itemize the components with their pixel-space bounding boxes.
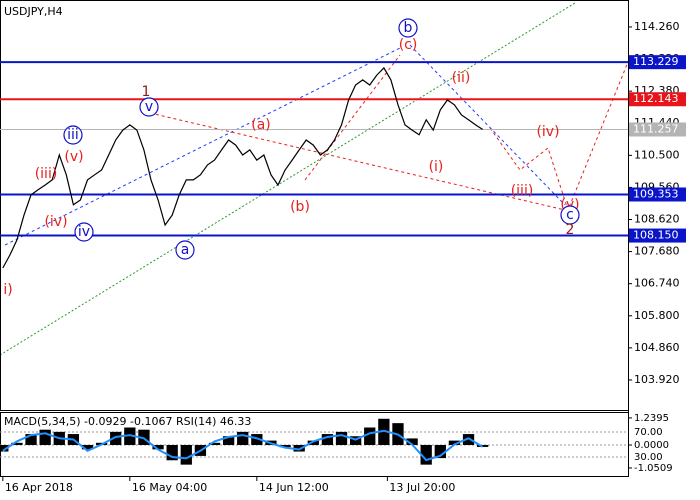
level-label-box [629,92,686,107]
y-tick-label: 0.0000 [634,440,669,451]
y-tick-label: 110.500 [634,148,680,161]
y-tick-label: 108.620 [634,213,680,226]
wave-label: iv [78,224,90,240]
wave-label: i) [3,282,12,298]
price-line [2,66,483,269]
trend-line [304,54,401,181]
macd-bar [166,444,178,461]
macd-bar [293,444,305,452]
wave-label: 1 [142,84,151,100]
y-tick-label: 103.920 [634,373,680,386]
macd-bar [349,436,362,445]
wave-label: (c) [399,37,418,53]
macd-bar [208,442,221,445]
level-label: 109.353 [633,187,679,200]
macd-bar [462,434,475,445]
macd-bar [39,429,51,445]
macd-bar [25,434,37,445]
level-label-box [629,228,686,243]
wave-label: b [404,20,413,36]
macd-bar [406,438,418,445]
level-label-box [629,122,686,137]
y-tick-label: 114.260 [634,20,680,33]
macd-bar [222,436,235,445]
macd-bar [448,440,461,445]
wave-label: c [566,207,574,223]
wave-label: (iii) [35,166,58,182]
wave-label: (iv) [44,214,67,230]
wave-label: a [181,242,190,258]
x-tick-label: 16 Apr 2018 [5,481,73,494]
macd-bar [307,440,319,445]
trend-line [409,44,566,206]
macd-bar [81,444,94,450]
wave-label: (ii) [452,70,471,86]
macd-bar [335,431,348,445]
wave-label: (iii) [511,183,534,199]
y-tick-label: 106.740 [634,277,680,290]
indicator-title: MACD(5,34,5) -0.0929 -0.1067 RSI(14) 46.… [4,415,251,428]
macd-bar [110,431,122,445]
wave-label: v [145,99,153,115]
y-tick-label: 104.860 [634,341,680,354]
wave-circle [560,205,580,225]
trend-line [4,47,401,246]
macd-bar [237,431,249,445]
y-tick-label: -1.0509 [634,463,673,474]
wave-label: iii [67,127,79,143]
wave-label: (v) [64,149,83,165]
chart-title: USDJPY,H4 [4,5,63,18]
macd-bar [180,444,192,465]
x-tick-label: 13 Jul 20:00 [389,481,455,494]
level-label: 112.143 [633,92,679,105]
macd-bar [420,444,432,465]
wave-circle [74,222,94,242]
level-label-box [629,55,686,70]
level-label: 111.257 [633,122,679,135]
wave-circle [175,240,195,260]
macd-bar [321,434,334,445]
x-tick-label: 16 May 04:00 [132,481,207,494]
rsi-line [2,429,484,462]
wave-label: 2 [566,222,575,238]
macd-bar [0,444,9,452]
wave-label: (a) [251,117,271,133]
y-tick-label: 105.800 [634,309,680,322]
wave-label: (i) [429,159,444,175]
x-tick-label: 14 Jun 12:00 [259,481,329,494]
macd-bar [279,444,291,448]
wave-circle [139,97,159,117]
macd-bar [124,427,136,445]
level-label: 113.229 [633,55,679,68]
wave-circle [398,18,418,38]
wave-label: (iv) [536,124,559,140]
y2-tick-label: 30.00 [634,452,663,463]
macd-bar [152,444,164,450]
y2-tick-label: 70.00 [634,427,663,438]
macd-bar [11,442,23,445]
forecast-line [489,61,629,212]
y-tick-label: 107.680 [634,245,680,258]
wave-label: (b) [290,199,310,215]
macd-bar [434,444,446,459]
y-tick-label: 1.2395 [634,413,669,424]
macd-bar [251,434,263,445]
wave-circle [63,125,83,145]
level-label: 108.150 [633,229,679,242]
macd-bar [364,427,376,445]
macd-bar [378,418,390,445]
level-label-box [629,187,686,202]
